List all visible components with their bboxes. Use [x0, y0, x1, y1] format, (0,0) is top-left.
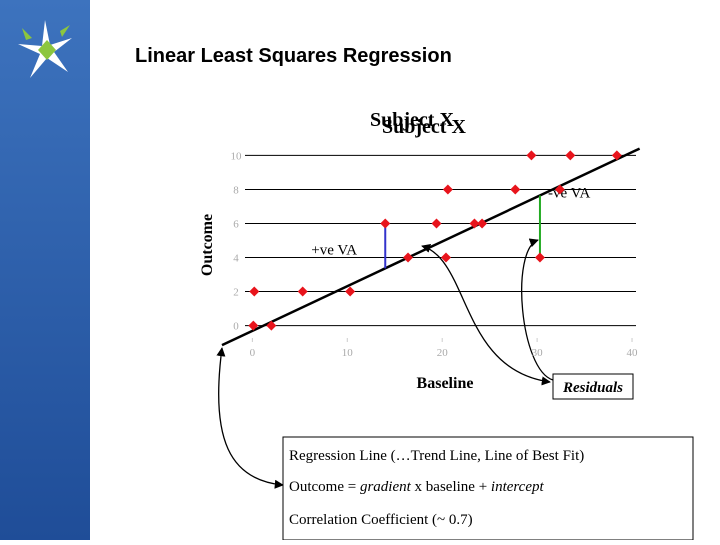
point — [440, 252, 451, 263]
point — [297, 286, 308, 297]
point — [526, 150, 537, 161]
point — [510, 184, 521, 195]
arrow — [421, 243, 551, 386]
point — [345, 286, 356, 297]
y-tick-label: 10 — [231, 150, 243, 162]
point — [611, 150, 622, 161]
text-part: Outcome = — [289, 479, 360, 495]
regression-line — [221, 147, 641, 347]
y-tick-label: 8 — [233, 184, 239, 196]
x-tick-label: 0 — [250, 347, 256, 359]
text-line: Outcome = gradient x baseline + intercep… — [289, 479, 544, 495]
y-tick-label: 4 — [233, 253, 239, 265]
point — [431, 218, 442, 229]
x-tick-label: 10 — [342, 347, 354, 359]
point — [248, 320, 259, 331]
point — [266, 320, 277, 331]
residual-label: +ve VA — [311, 242, 357, 258]
y-tick-label: 0 — [233, 321, 239, 333]
x-tick-label: 30 — [532, 347, 544, 359]
x-tick-label: 20 — [437, 347, 449, 359]
text-part: x baseline + — [411, 479, 491, 495]
point — [565, 150, 576, 161]
point — [477, 218, 488, 229]
point — [469, 218, 480, 229]
point — [554, 184, 565, 195]
x-tick-label: 40 — [627, 347, 639, 359]
text-part: gradient — [360, 479, 412, 495]
y-tick-label: 6 — [233, 218, 239, 230]
text-line: Correlation Coefficient (~ 0.7) — [289, 512, 473, 528]
x-axis-label: Baseline — [417, 375, 474, 392]
text-part: intercept — [491, 479, 545, 495]
slide-title: Linear Least Squares Regression — [135, 45, 452, 67]
point — [442, 184, 453, 195]
text-box — [282, 436, 694, 541]
chart-title: Subject X — [370, 109, 454, 131]
arrows — [216, 238, 554, 489]
side-bar — [0, 0, 90, 540]
logo — [18, 20, 72, 78]
y-tick-label: 2 — [233, 287, 239, 299]
point — [403, 252, 414, 263]
plot: 0 2 4 6 8 10 0 10 20 30 40 +ve VA -ve VA — [221, 147, 641, 359]
arrow — [216, 347, 284, 489]
y-axis-label: Outcome — [199, 214, 216, 276]
point — [249, 286, 260, 297]
residual-label: -ve VA — [548, 186, 591, 202]
arrow — [521, 238, 554, 381]
residuals-label: Residuals — [562, 380, 623, 396]
chart-title-shadow: Subject X — [382, 116, 466, 138]
point — [380, 218, 391, 229]
text-line: Regression Line (…Trend Line, Line of Be… — [289, 448, 584, 464]
point — [534, 252, 545, 263]
residuals-box — [552, 373, 634, 400]
